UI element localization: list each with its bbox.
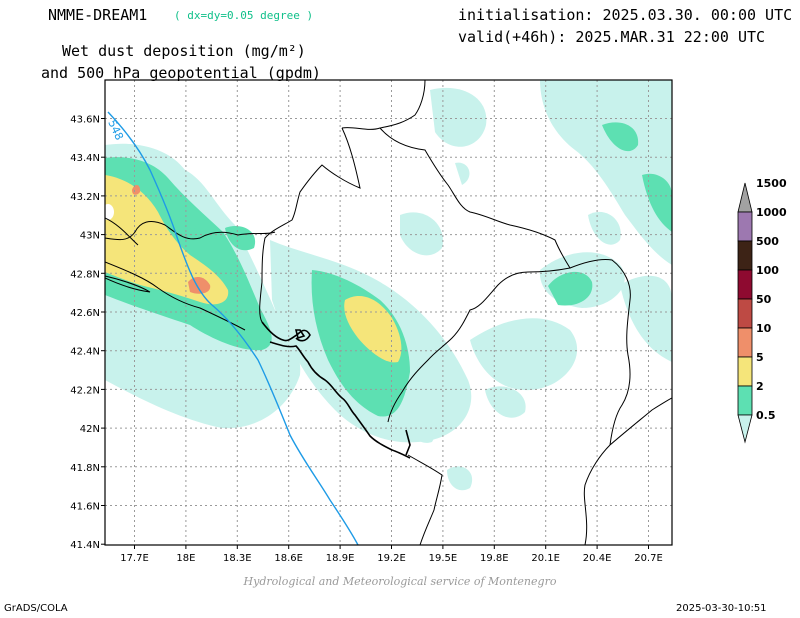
- legend-level-label: 10: [756, 322, 772, 335]
- legend-level-label: 100: [756, 264, 779, 277]
- legend-level-label: 5: [756, 351, 764, 364]
- legend-bottom-arrow: [737, 414, 753, 444]
- software-label: GrADS/COLA: [4, 603, 68, 614]
- lat-label: 41.4N: [70, 540, 100, 551]
- latitude-labels: 43.6N 43.4N 43.2N 43N 42.8N 42.6N 42.4N 42.2N 42…: [70, 115, 105, 551]
- color-legend: 0.5 2 5 10 50 100 500 1000 1500: [737, 177, 787, 444]
- lat-label: 42.8N: [70, 269, 100, 280]
- legend-level-label: 50: [756, 293, 772, 306]
- legend-swatch: [737, 269, 753, 300]
- legend-top-arrow: [737, 182, 753, 213]
- contour-label: 548: [105, 118, 126, 143]
- lat-label: 43.4N: [70, 153, 100, 164]
- longitude-labels: 17.7E 18E 18.3E 18.6E 18.9E 19.2E 19.5E 19.8E 20…: [120, 545, 663, 564]
- shade-level-10: [132, 184, 211, 294]
- legend-swatch: [737, 211, 753, 242]
- lon-label: 19.5E: [429, 553, 458, 564]
- lat-label: 42N: [80, 424, 100, 435]
- lat-label: 42.6N: [70, 308, 100, 319]
- legend-swatch: [737, 356, 753, 387]
- coastline: [261, 321, 411, 459]
- valid-time: valid(+46h): 2025.MAR.31 22:00 UTC: [458, 28, 766, 46]
- legend-swatch: [737, 240, 753, 271]
- legend-swatch: [737, 298, 753, 329]
- legend-swatch: [737, 385, 753, 416]
- lon-label: 18.3E: [223, 553, 252, 564]
- geopotential-contour-548: [107, 111, 359, 545]
- legend-level-label: 1000: [756, 206, 787, 219]
- generation-timestamp: 2025-03-30-10:51: [676, 603, 767, 614]
- lon-label: 17.7E: [120, 553, 149, 564]
- legend-level-label: 500: [756, 235, 779, 248]
- lat-label: 41.8N: [70, 463, 100, 474]
- legend-level-label: 2: [756, 380, 764, 393]
- map-title-line1: Wet dust deposition (mg/m²): [62, 42, 306, 60]
- lon-label: 19.2E: [377, 553, 406, 564]
- deposition-shading: [105, 80, 672, 491]
- lon-label: 19.8E: [480, 553, 509, 564]
- map-title-line2: and 500 hPa geopotential (gpdm): [41, 64, 321, 82]
- country-borders: [105, 80, 672, 545]
- lat-label: 43.6N: [70, 115, 100, 126]
- lat-label: 43.2N: [70, 192, 100, 203]
- lat-label: 41.6N: [70, 502, 100, 513]
- shade-level-5: [105, 175, 402, 363]
- shade-gap: [105, 204, 114, 220]
- lon-label: 18.9E: [326, 553, 355, 564]
- lon-label: 20.7E: [634, 553, 663, 564]
- credit-text: Hydrological and Meteorological service …: [243, 575, 557, 588]
- model-name: NMME-DREAM1: [48, 6, 148, 24]
- lon-label: 18.6E: [274, 553, 303, 564]
- lat-label: 42.2N: [70, 385, 100, 396]
- lon-label: 20.1E: [531, 553, 560, 564]
- lat-label: 42.4N: [70, 347, 100, 358]
- lon-label: 18E: [176, 553, 195, 564]
- legend-level-label: 1500: [756, 177, 787, 190]
- model-resolution: ( dx=dy=0.05 degree ): [174, 9, 314, 22]
- initialisation-time: initialisation: 2025.03.30. 00:00 UTC: [458, 6, 793, 24]
- legend-level-label: 0.5: [756, 409, 776, 422]
- lon-label: 20.4E: [583, 553, 612, 564]
- legend-swatch: [737, 327, 753, 358]
- lat-label: 43N: [80, 231, 100, 242]
